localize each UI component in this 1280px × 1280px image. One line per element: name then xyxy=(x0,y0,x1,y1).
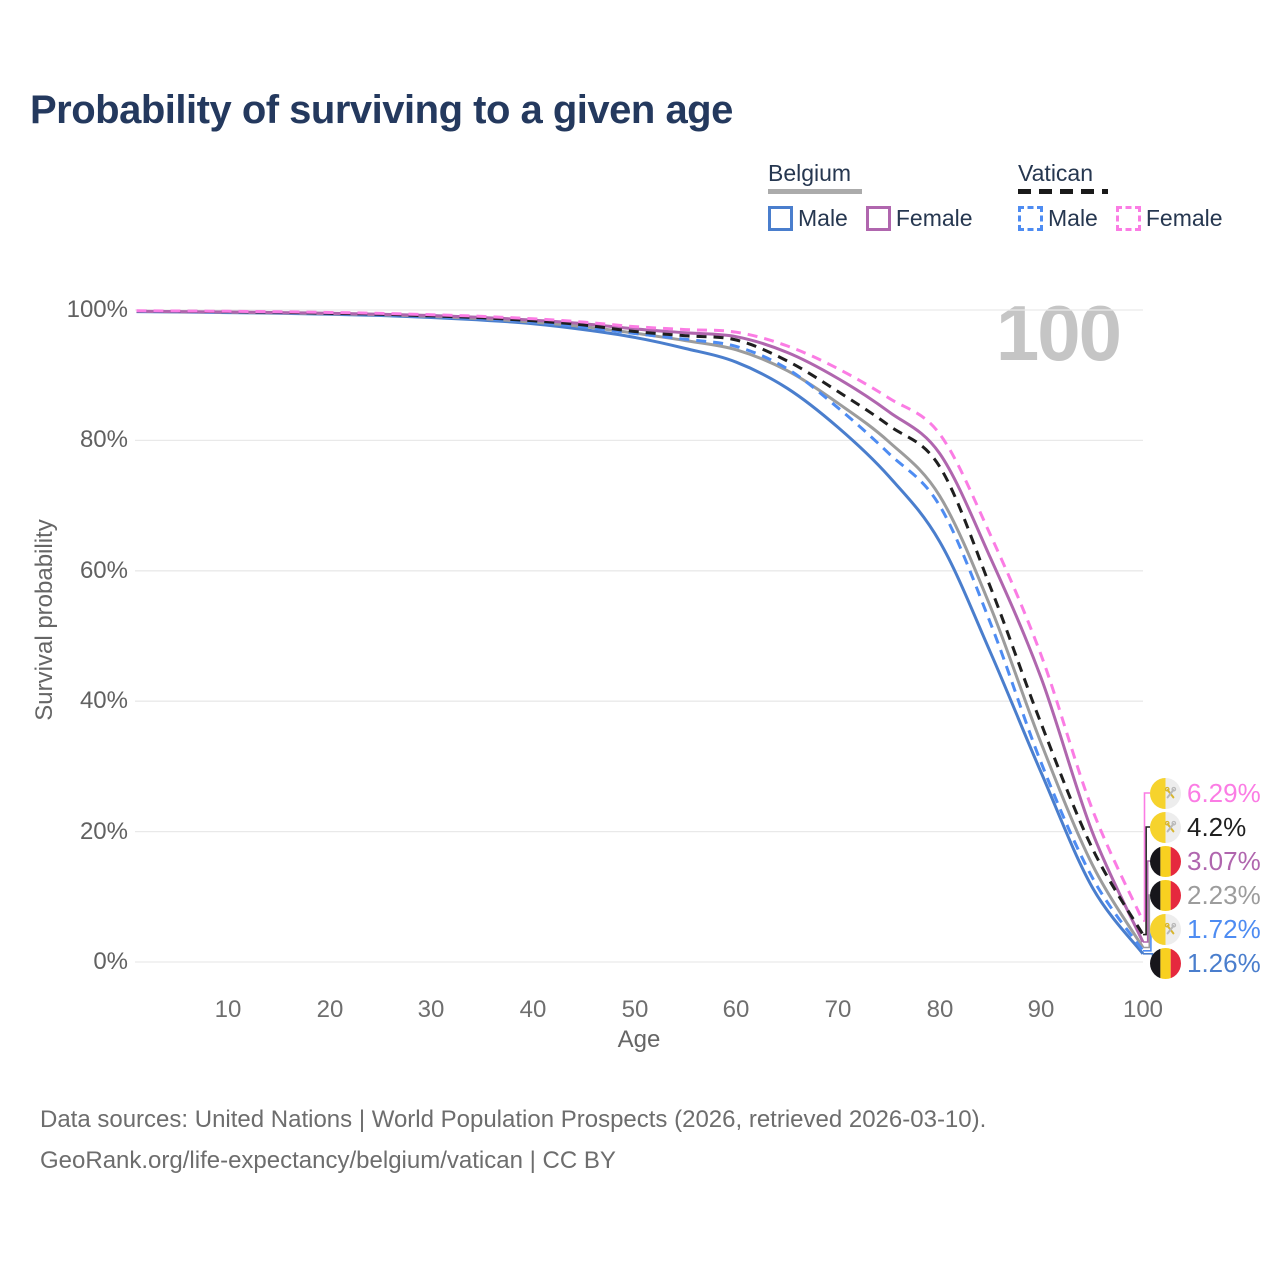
legend-item-belgium-female[interactable]: Female xyxy=(865,205,973,232)
legend-item-belgium-male[interactable]: Male xyxy=(768,205,848,232)
end-value: 3.07% xyxy=(1187,845,1261,876)
x-tick-label: 70 xyxy=(824,996,852,1023)
x-tick-label: 60 xyxy=(722,996,750,1023)
legend-item-label: Female xyxy=(895,205,973,231)
x-tick-label: 80 xyxy=(926,996,954,1023)
x-tick-label: 40 xyxy=(519,996,547,1023)
end-label-vatican-female: 6.29% xyxy=(1150,777,1261,809)
x-axis-title: Age xyxy=(617,1026,661,1053)
y-tick-label: 20% xyxy=(79,818,128,845)
end-value: 1.72% xyxy=(1187,913,1261,944)
legend-swatch xyxy=(1115,206,1141,231)
legend-swatch xyxy=(865,206,891,231)
y-tick-label: 0% xyxy=(93,948,128,975)
belgium-flag-icon xyxy=(1150,845,1181,877)
legend-swatch xyxy=(768,206,793,231)
legend-country-label[interactable]: Belgium xyxy=(768,160,852,186)
end-label-vatican-male: 1.72% xyxy=(1150,913,1261,945)
legend-country-label[interactable]: Vatican xyxy=(1018,160,1094,186)
y-tick-label: 60% xyxy=(79,557,128,584)
end-value: 1.26% xyxy=(1187,947,1261,978)
legend-group-belgium: Belgium Male Female xyxy=(768,160,991,232)
end-label-belgium-both: 2.23% xyxy=(1150,879,1261,911)
vatican-flag-icon xyxy=(1150,913,1181,945)
page-title: Probability of surviving to a given age xyxy=(30,88,733,132)
legend-group-vatican: Vatican Male Female xyxy=(1018,160,1241,232)
legend-item-label: Male xyxy=(1048,205,1098,231)
vatican-flag-icon xyxy=(1150,811,1181,843)
plot-area[interactable] xyxy=(135,310,1143,962)
legend-item-vatican-female[interactable]: Female xyxy=(1115,205,1223,232)
belgium-flag-icon xyxy=(1150,947,1181,979)
footer-attribution: GeoRank.org/life-expectancy/belgium/vati… xyxy=(40,1147,616,1174)
x-tick-label: 50 xyxy=(621,996,649,1023)
y-tick-label: 100% xyxy=(66,296,128,323)
x-tick-label: 30 xyxy=(417,996,445,1023)
end-label-vatican-both: 4.2% xyxy=(1150,811,1246,843)
belgium-flag-icon xyxy=(1150,879,1181,911)
legend-country-linestyle xyxy=(768,189,862,194)
end-value: 4.2% xyxy=(1187,811,1247,842)
end-label-belgium-female: 3.07% xyxy=(1150,845,1261,877)
x-tick-label: 90 xyxy=(1027,996,1055,1023)
y-axis-title: Survival probability xyxy=(31,519,58,721)
footer-sources: Data sources: United Nations | World Pop… xyxy=(40,1106,987,1133)
x-tick-label: 20 xyxy=(316,996,344,1023)
legend-item-label: Male xyxy=(798,205,848,231)
end-value: 6.29% xyxy=(1187,777,1261,808)
end-value: 2.23% xyxy=(1187,879,1261,910)
vatican-flag-icon xyxy=(1150,777,1181,809)
y-tick-label: 40% xyxy=(79,687,128,714)
legend-item-label: Female xyxy=(1145,205,1223,231)
y-tick-label: 80% xyxy=(79,426,128,453)
x-tick-label: 100 xyxy=(1122,996,1164,1023)
end-label-belgium-male: 1.26% xyxy=(1150,947,1261,979)
legend-swatch xyxy=(1018,206,1043,231)
legend-country-linestyle xyxy=(1018,189,1108,194)
legend-item-vatican-male[interactable]: Male xyxy=(1018,205,1098,232)
x-tick-label: 10 xyxy=(214,996,242,1023)
